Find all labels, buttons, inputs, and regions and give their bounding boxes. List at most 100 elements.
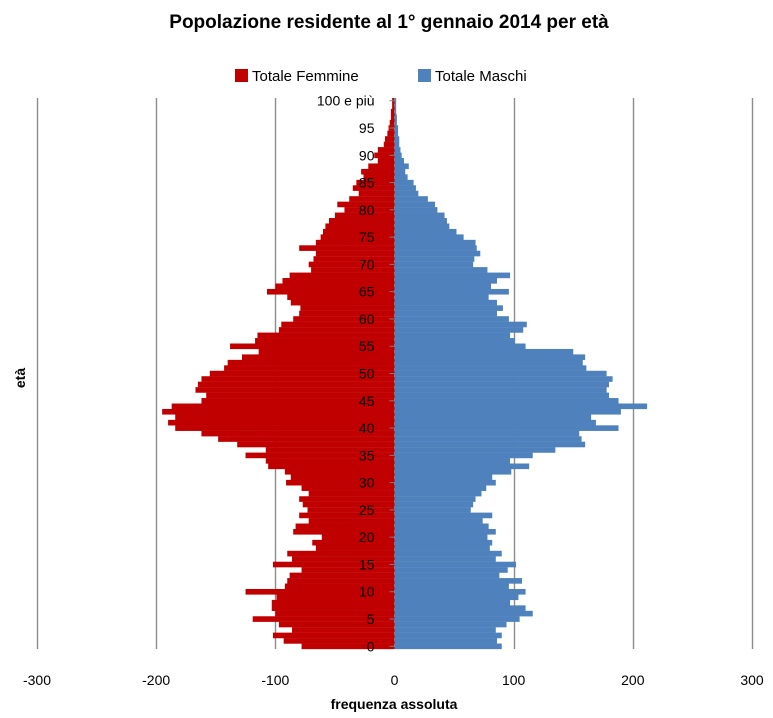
bar-maschi	[394, 436, 582, 442]
y-tick-label: 10	[359, 584, 375, 600]
y-tick-labels: 0 5 10 15 20 25 30 35 40 45 50 55 60 65 70 75 80 85 90 95 10…	[317, 93, 395, 654]
bar-femmine	[271, 599, 395, 606]
bar-femmine	[328, 218, 395, 224]
bar-femmine	[252, 616, 395, 622]
legend-swatch-maschi	[418, 69, 431, 82]
bar-femmine	[384, 136, 395, 142]
y-tick-label: 40	[359, 420, 375, 436]
bar-femmine	[300, 305, 395, 311]
bar-femmine	[344, 207, 395, 213]
bar-maschi	[394, 103, 396, 110]
bar-maschi	[394, 392, 609, 399]
x-tick-label: 0	[391, 672, 399, 688]
bar-femmine	[206, 392, 395, 399]
bar-maschi	[394, 152, 402, 159]
bar-maschi	[394, 561, 517, 568]
bar-femmine	[168, 419, 395, 426]
bar-femmine	[197, 381, 395, 388]
bar-maschi	[394, 278, 497, 284]
bar-maschi	[394, 496, 476, 502]
bar-femmine	[275, 610, 395, 617]
bar-femmine	[201, 430, 395, 437]
bar-femmine	[266, 288, 395, 295]
y-tick-label: 85	[359, 175, 375, 191]
y-tick-label: 30	[359, 475, 375, 491]
bar-maschi	[394, 376, 613, 382]
bar-maschi	[394, 501, 474, 508]
bar-femmine	[308, 490, 395, 497]
x-tick-label: -100	[261, 672, 289, 688]
bar-maschi	[394, 387, 607, 393]
bar-maschi	[394, 310, 497, 317]
bar-femmine	[389, 119, 395, 126]
bar-femmine	[374, 152, 395, 159]
bar-femmine	[293, 528, 395, 535]
y-tick-label: 15	[359, 556, 375, 572]
bar-femmine	[283, 638, 395, 644]
bar-maschi	[394, 610, 533, 617]
bar-maschi	[394, 141, 400, 148]
bar-maschi	[394, 239, 476, 246]
bar-femmine	[162, 408, 395, 415]
bar-femmine	[302, 501, 395, 508]
bar-maschi	[394, 403, 648, 410]
bar-maschi	[394, 261, 474, 268]
bar-maschi	[394, 316, 509, 322]
bar-maschi	[394, 288, 509, 295]
bar-femmine	[255, 338, 395, 344]
y-tick-label: 55	[359, 338, 375, 354]
bar-maschi	[394, 539, 493, 546]
y-tick-label: 25	[359, 502, 375, 518]
bar-femmine	[377, 147, 395, 153]
bar-maschi	[394, 567, 508, 573]
bar-femmine	[227, 359, 395, 366]
bar-femmine	[295, 523, 395, 530]
bar-femmine	[307, 507, 395, 513]
bar-maschi	[394, 381, 609, 388]
bar-femmine	[299, 512, 395, 519]
bar-maschi	[394, 365, 587, 371]
bar-maschi	[394, 119, 397, 126]
bar-femmine	[287, 550, 395, 557]
bar-maschi	[394, 441, 586, 448]
bar-femmine	[377, 158, 395, 164]
bar-femmine	[292, 556, 395, 562]
x-tick-label: 300	[740, 672, 764, 688]
bar-maschi	[394, 370, 607, 377]
bar-femmine	[201, 376, 395, 382]
bar-maschi	[394, 528, 496, 535]
y-tick-label: 80	[359, 202, 375, 218]
bar-maschi	[394, 632, 502, 639]
y-tick-label: 35	[359, 447, 375, 463]
bar-femmine	[241, 354, 395, 361]
legend-label-maschi: Totale Maschi	[435, 68, 527, 85]
bar-maschi	[394, 512, 493, 519]
x-tick-labels: -300 -200 -100 0 100 200 300	[23, 672, 764, 688]
bar-femmine	[287, 578, 395, 584]
bar-maschi	[394, 332, 511, 339]
bar-maschi	[394, 98, 396, 104]
y-tick-label: 100 e più	[317, 93, 375, 109]
bar-maschi	[394, 218, 447, 224]
bar-maschi	[394, 419, 596, 426]
bar-maschi	[394, 338, 515, 344]
bar-maschi	[394, 479, 496, 486]
bar-maschi	[394, 485, 487, 491]
legend-swatch-femmine	[235, 69, 248, 82]
bar-maschi	[394, 343, 526, 350]
bar-femmine	[271, 605, 395, 611]
bar-maschi	[394, 468, 512, 475]
bar-femmine	[349, 196, 395, 202]
bar-femmine	[392, 103, 395, 110]
bar-femmine	[287, 294, 395, 301]
bar-maschi	[394, 463, 530, 470]
y-tick-label: 50	[359, 366, 375, 382]
bar-maschi	[394, 550, 502, 557]
bar-maschi	[394, 458, 511, 464]
bar-femmine	[292, 627, 395, 633]
bar-maschi	[394, 250, 481, 257]
bar-femmine	[230, 343, 395, 350]
bar-maschi	[394, 414, 592, 421]
x-axis-title: frequenza assoluta	[331, 696, 458, 712]
